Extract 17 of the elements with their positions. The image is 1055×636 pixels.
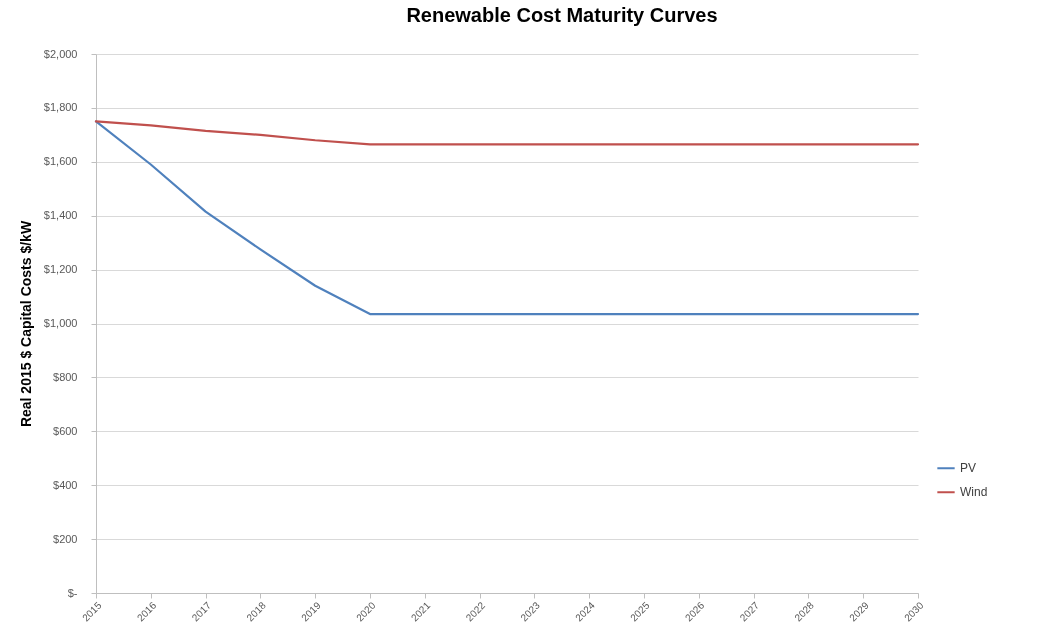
y-tick-label: $1,800 bbox=[43, 101, 78, 114]
y-tick-label: $600 bbox=[53, 424, 78, 437]
y-tick-label: $1,600 bbox=[43, 155, 78, 168]
y-tick-label: $800 bbox=[53, 370, 78, 383]
legend-label: PV bbox=[960, 461, 977, 476]
y-axis-title: Real 2015 $ Capital Costs $/kW bbox=[17, 220, 34, 428]
legend-label: Wind bbox=[960, 485, 988, 500]
y-tick-label: $400 bbox=[53, 478, 78, 491]
y-tick-label: $1,000 bbox=[43, 317, 78, 329]
y-tick-label: $200 bbox=[53, 532, 78, 545]
line-series bbox=[94, 120, 920, 316]
y-tick-label: $1,400 bbox=[43, 209, 78, 222]
line-series bbox=[94, 120, 920, 146]
y-tick-label: $2,000 bbox=[43, 47, 78, 60]
chart-title: Renewable Cost Maturity Curves bbox=[406, 4, 718, 26]
y-tick-label: $1,200 bbox=[43, 263, 78, 276]
y-tick-label: $- bbox=[67, 586, 78, 599]
